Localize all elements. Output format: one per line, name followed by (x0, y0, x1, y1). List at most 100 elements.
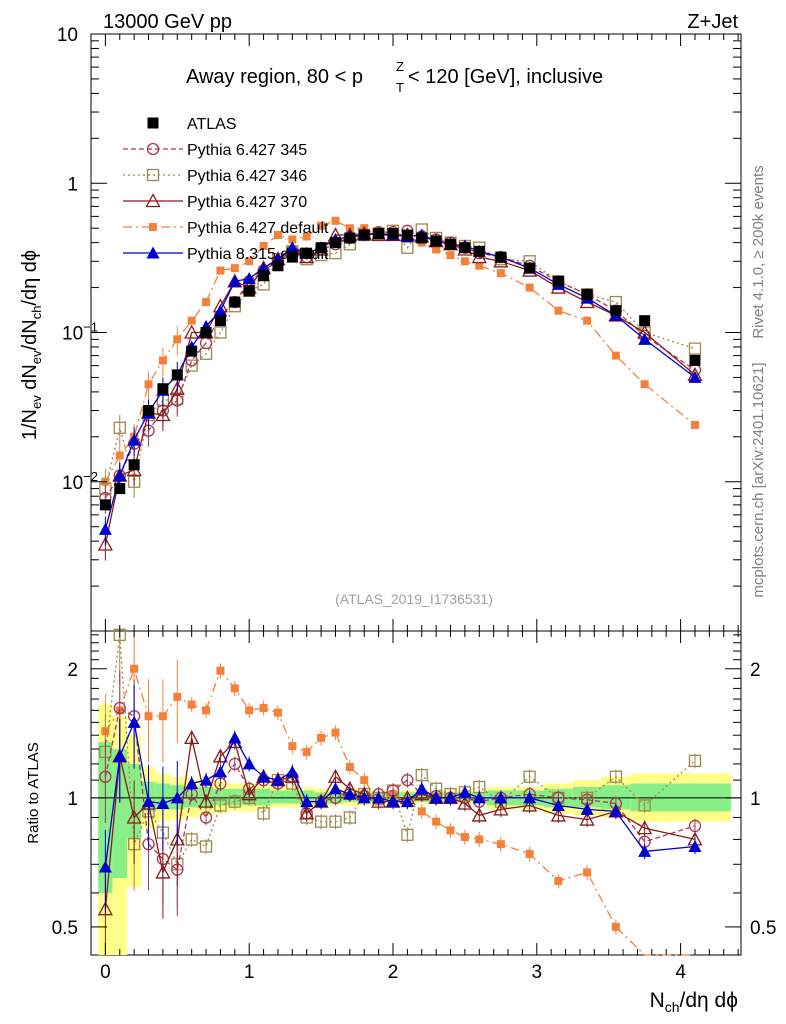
ratio-point-p346 (343, 811, 356, 824)
band-inner-bin (270, 790, 286, 804)
ratio-series-p346 (99, 628, 702, 911)
ratio-point-p8 (142, 795, 156, 808)
ratio-point-default (317, 733, 326, 742)
point-ATLAS (373, 228, 385, 240)
series-p370 (97, 225, 703, 561)
point-default (640, 380, 649, 389)
y-tick-label: 10−2 (62, 469, 98, 494)
ratio-point-default (360, 776, 369, 785)
ratio-point-p346 (688, 754, 702, 767)
legend-entry-p8: Pythia 8.315 default (123, 246, 329, 263)
y-tick-label: 1 (67, 174, 78, 195)
ratio-y-tick-label: 2 (750, 660, 761, 681)
legend-marker (146, 246, 160, 259)
ratio-point-p8 (228, 731, 242, 744)
point-ATLAS (473, 245, 485, 257)
ratio-point-p8 (343, 787, 357, 800)
ratio-point-p8 (213, 765, 227, 778)
point-default (432, 245, 441, 254)
point-p8 (213, 304, 227, 317)
point-default (216, 266, 225, 275)
point-default (554, 306, 563, 315)
ratio-point-p370 (97, 901, 113, 916)
series-line-p8 (104, 232, 696, 530)
ratio-point-default (496, 840, 505, 849)
ratio-point-p370 (212, 748, 229, 763)
ratio-point-p346 (185, 833, 198, 846)
ratio-y-tick-label: 1 (67, 789, 78, 810)
ratio-point-default (460, 833, 469, 842)
legend-marker (149, 223, 157, 231)
ratio-point-default (173, 692, 182, 701)
ratio-point-p346 (609, 770, 623, 783)
ratio-point-default (144, 712, 153, 721)
ratio-point-p370 (471, 807, 487, 822)
ratio-point-default (202, 706, 211, 715)
ratio-line-p346 (104, 634, 696, 866)
title-suffix: < 120 [GeV], inclusive (408, 66, 603, 88)
point-p370 (97, 536, 113, 551)
rivet-label: Rivet 4.1.0, ≥ 200k events (750, 165, 767, 338)
ratio-series-p370 (97, 719, 703, 955)
ratio-point-default (417, 807, 426, 816)
ratio-point-p345 (113, 701, 126, 715)
point-default (317, 221, 326, 230)
ratio-point-p8 (257, 770, 271, 783)
point-p370 (155, 407, 171, 422)
ratio-point-default (273, 708, 282, 717)
legend-label: Pythia 6.427 default (187, 220, 329, 237)
plot-title: Away region, 80 < p Z T < 120 [GeV], inc… (186, 59, 603, 95)
legend-entry-p345: Pythia 6.427 345 (123, 142, 307, 159)
ratio-point-p345 (401, 773, 414, 787)
ratio-point-p8 (386, 795, 400, 808)
x-tick-label: 2 (388, 962, 399, 983)
ratio-point-default (130, 664, 139, 673)
ratio-line-p345 (104, 706, 696, 871)
ratio-point-p8 (458, 785, 472, 798)
x-tick-label: 0 (100, 962, 111, 983)
x-axis-label: Nch/dη dϕ (650, 989, 738, 1015)
ratio-point-default (583, 868, 592, 877)
point-ATLAS (272, 260, 284, 272)
ratio-point-p8 (523, 791, 537, 804)
point-ATLAS (114, 483, 126, 495)
ratio-point-p8 (444, 791, 458, 804)
ratio-point-p8 (113, 749, 127, 762)
ratio-point-p345 (688, 819, 702, 833)
ratio-point-p346 (214, 799, 227, 812)
ratio-point-p370 (169, 831, 185, 846)
legend-entry-default: Pythia 6.427 default (123, 220, 329, 237)
ratio-point-default (331, 728, 340, 737)
ratio-point-default (230, 684, 239, 693)
title-sub: T (396, 80, 404, 95)
ratio-point-p370 (155, 864, 171, 879)
ratio-point-default (302, 747, 311, 756)
y-tick-label: 10 (57, 25, 78, 46)
point-p346 (401, 241, 414, 254)
ratio-point-p8 (494, 791, 508, 804)
ratio-point-p370 (522, 797, 538, 812)
ratio-point-p8 (98, 860, 112, 873)
ratio-point-p346 (257, 807, 270, 820)
ratio-point-p370 (184, 730, 200, 745)
point-p346 (688, 342, 702, 355)
ratio-y-tick-label: 0.5 (52, 918, 78, 939)
legend-label: ATLAS (187, 116, 237, 133)
ratio-point-p346 (638, 799, 651, 812)
ratio-point-p8 (357, 791, 371, 804)
point-ATLAS (243, 285, 255, 297)
legend-label: Pythia 8.315 default (187, 246, 329, 263)
ratio-point-p370 (579, 811, 595, 826)
point-ATLAS (329, 237, 341, 249)
legend-marker (145, 193, 161, 208)
point-ATLAS (416, 232, 428, 244)
point-p370 (169, 380, 185, 395)
point-ATLAS (552, 275, 564, 287)
svg-text:Away region, 80 < p: Away region, 80 < p (186, 66, 363, 88)
svg-text:1/Nev dNev/dNch/dη dϕ: 1/Nev dNev/dNch/dη dϕ (19, 250, 44, 440)
ratio-point-default (259, 704, 268, 713)
point-default (230, 264, 239, 273)
main-panel (97, 216, 703, 561)
ratio-point-p8 (472, 791, 486, 804)
